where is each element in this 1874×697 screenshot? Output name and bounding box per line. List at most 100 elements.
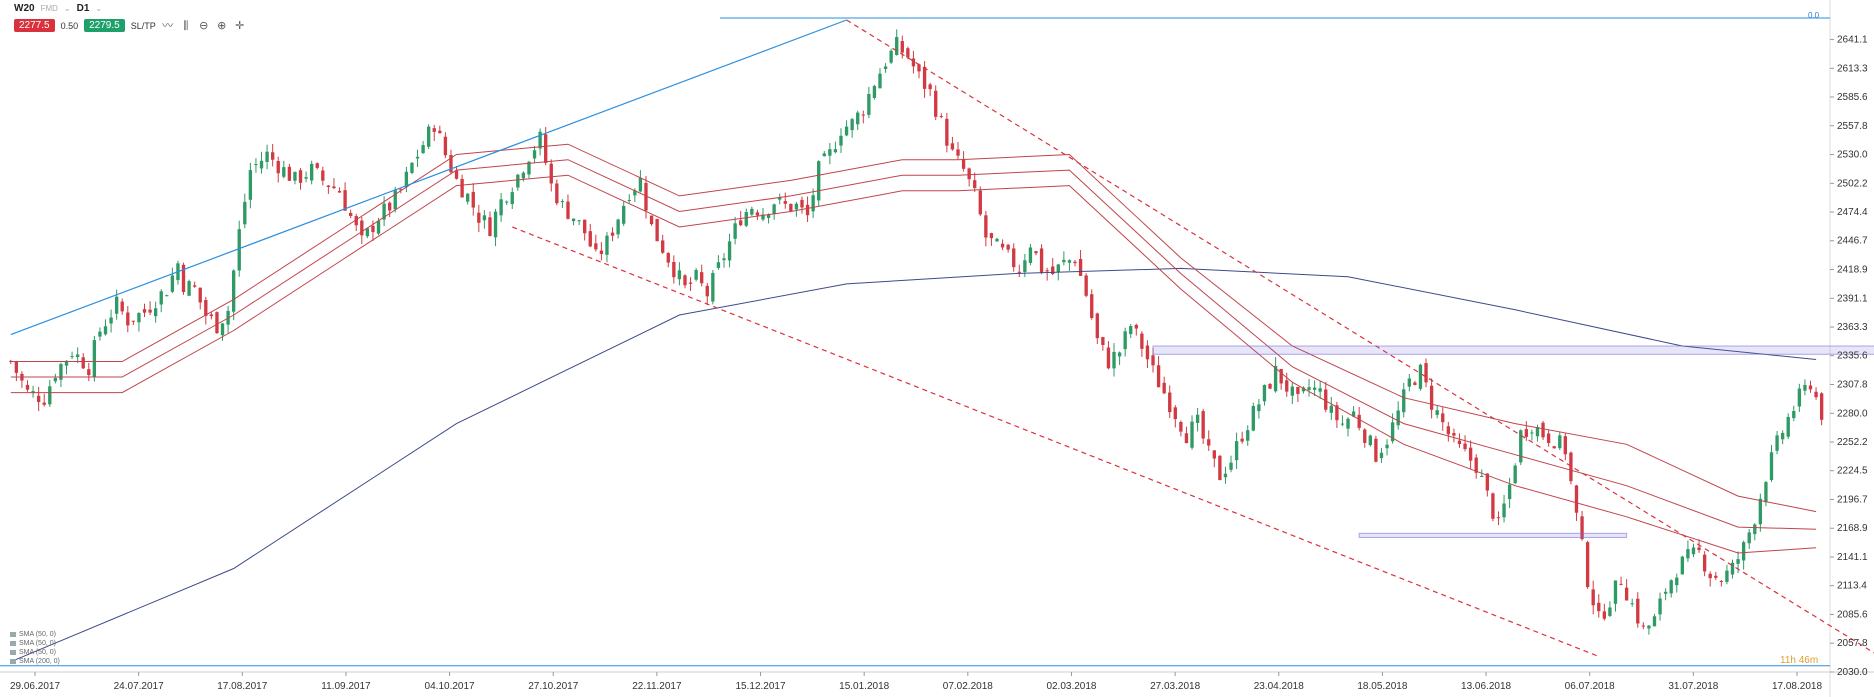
candles-icon[interactable]: ⫼: [183, 19, 189, 32]
sltp-button[interactable]: SL/TP: [130, 20, 156, 31]
candle-body: [1346, 418, 1350, 429]
x-tick-label: 02.03.2018: [1046, 681, 1096, 692]
candle-body: [399, 189, 403, 191]
candle-body: [1140, 333, 1144, 349]
y-tick-label: 2141.1: [1837, 552, 1868, 563]
candle-body: [1273, 365, 1278, 392]
candle-body: [939, 116, 943, 118]
candle-body: [1173, 407, 1177, 420]
candle-body: [1296, 386, 1300, 394]
candle-body: [722, 258, 726, 261]
y-tick-label: 2030.0: [1837, 667, 1868, 678]
legend-item[interactable]: SMA (50, 0): [10, 630, 60, 639]
candle-body: [131, 320, 136, 322]
candle-body: [1201, 411, 1205, 439]
candle-body: [1190, 421, 1194, 448]
candle-body: [482, 215, 487, 221]
candle-body: [1446, 426, 1450, 435]
candle-body: [142, 309, 147, 313]
candle-body: [1647, 625, 1651, 629]
candle-body: [153, 308, 158, 317]
candle-body: [638, 177, 643, 192]
candle-body: [872, 85, 877, 98]
legend-item[interactable]: SMA (50, 0): [10, 648, 60, 657]
candle-body: [1624, 587, 1629, 601]
candle-body: [282, 167, 286, 177]
x-tick-label: 31.07.2018: [1668, 681, 1718, 692]
candle-body: [1513, 465, 1517, 484]
interval-label[interactable]: D1: [76, 3, 90, 14]
candle-body: [215, 312, 219, 334]
x-tick-label: 22.11.2017: [632, 681, 682, 692]
lot-input[interactable]: 0.50: [60, 20, 79, 31]
candle-body: [978, 190, 982, 215]
candle-body: [1636, 598, 1640, 624]
candle-body: [1279, 368, 1283, 384]
candle-body: [98, 331, 102, 337]
candle-body: [1184, 433, 1189, 444]
candle-body: [1669, 580, 1673, 594]
legend-label: SMA (50, 0): [19, 631, 56, 638]
x-tick-label: 13.06.2018: [1461, 681, 1511, 692]
candle-body: [588, 231, 592, 247]
candle-body: [1179, 421, 1183, 432]
candle-body: [850, 119, 854, 131]
candle-body: [984, 215, 988, 238]
candle-body: [1546, 433, 1551, 444]
candle-body: [1095, 313, 1099, 339]
candle-body: [276, 161, 280, 174]
candle-body: [1329, 405, 1333, 413]
y-tick-label: 2363.3: [1837, 322, 1868, 333]
legend-item[interactable]: SMA (200, 0): [10, 657, 60, 666]
candle-countdown: 11h 46m: [1780, 655, 1819, 666]
sell-button[interactable]: 2277.5: [14, 19, 55, 32]
candle-body: [811, 195, 815, 212]
zoom-in-icon[interactable]: ⊕: [217, 19, 227, 32]
candle-body: [287, 166, 292, 181]
zoom-out-icon[interactable]: ⊖: [199, 19, 209, 32]
chevron-down-icon[interactable]: ⌄: [63, 4, 71, 13]
crosshair-icon[interactable]: ✛: [235, 19, 245, 32]
candle-body: [493, 211, 498, 238]
candle-body: [1474, 457, 1478, 473]
y-tick-label: 2113.4: [1837, 581, 1867, 592]
candle-body: [1301, 387, 1306, 392]
candle-body: [733, 223, 737, 239]
buy-button[interactable]: 2279.5: [84, 19, 125, 32]
candle-body: [1402, 389, 1406, 413]
candle-body: [471, 191, 475, 208]
candle-body: [577, 220, 581, 222]
candle-body: [1485, 473, 1490, 491]
candle-body: [259, 160, 264, 169]
candle-body: [1151, 355, 1155, 366]
candle-body: [995, 238, 999, 242]
candle-body: [900, 41, 904, 53]
candle-body: [1023, 260, 1027, 273]
candle-body: [1067, 260, 1072, 263]
candle-body: [683, 275, 687, 286]
candle-body: [382, 203, 386, 220]
candle-body: [231, 270, 236, 312]
candle-body: [1452, 433, 1456, 436]
candle-body: [148, 309, 152, 313]
line-chart-icon[interactable]: 〰: [162, 19, 174, 32]
symbol-label[interactable]: W20: [14, 3, 35, 14]
x-tick-label: 27.03.2018: [1150, 681, 1200, 692]
candle-body: [616, 219, 620, 235]
candle-body: [1318, 388, 1322, 392]
y-tick-label: 2335.6: [1837, 351, 1868, 362]
candle-body: [1814, 391, 1818, 398]
candle-body: [1558, 435, 1562, 449]
candle-body: [137, 313, 141, 323]
candle-body: [1658, 598, 1662, 615]
legend-item[interactable]: SMA (50, 0): [10, 639, 60, 648]
candle-body: [421, 145, 425, 154]
candle-body: [1580, 516, 1584, 540]
indicator-line: [10, 267, 1817, 663]
candle-body: [1028, 247, 1033, 263]
candle-body: [1012, 248, 1016, 268]
candle-body: [53, 378, 58, 382]
chevron-down-icon[interactable]: ⌄: [95, 4, 103, 13]
candle-body: [1129, 326, 1133, 335]
